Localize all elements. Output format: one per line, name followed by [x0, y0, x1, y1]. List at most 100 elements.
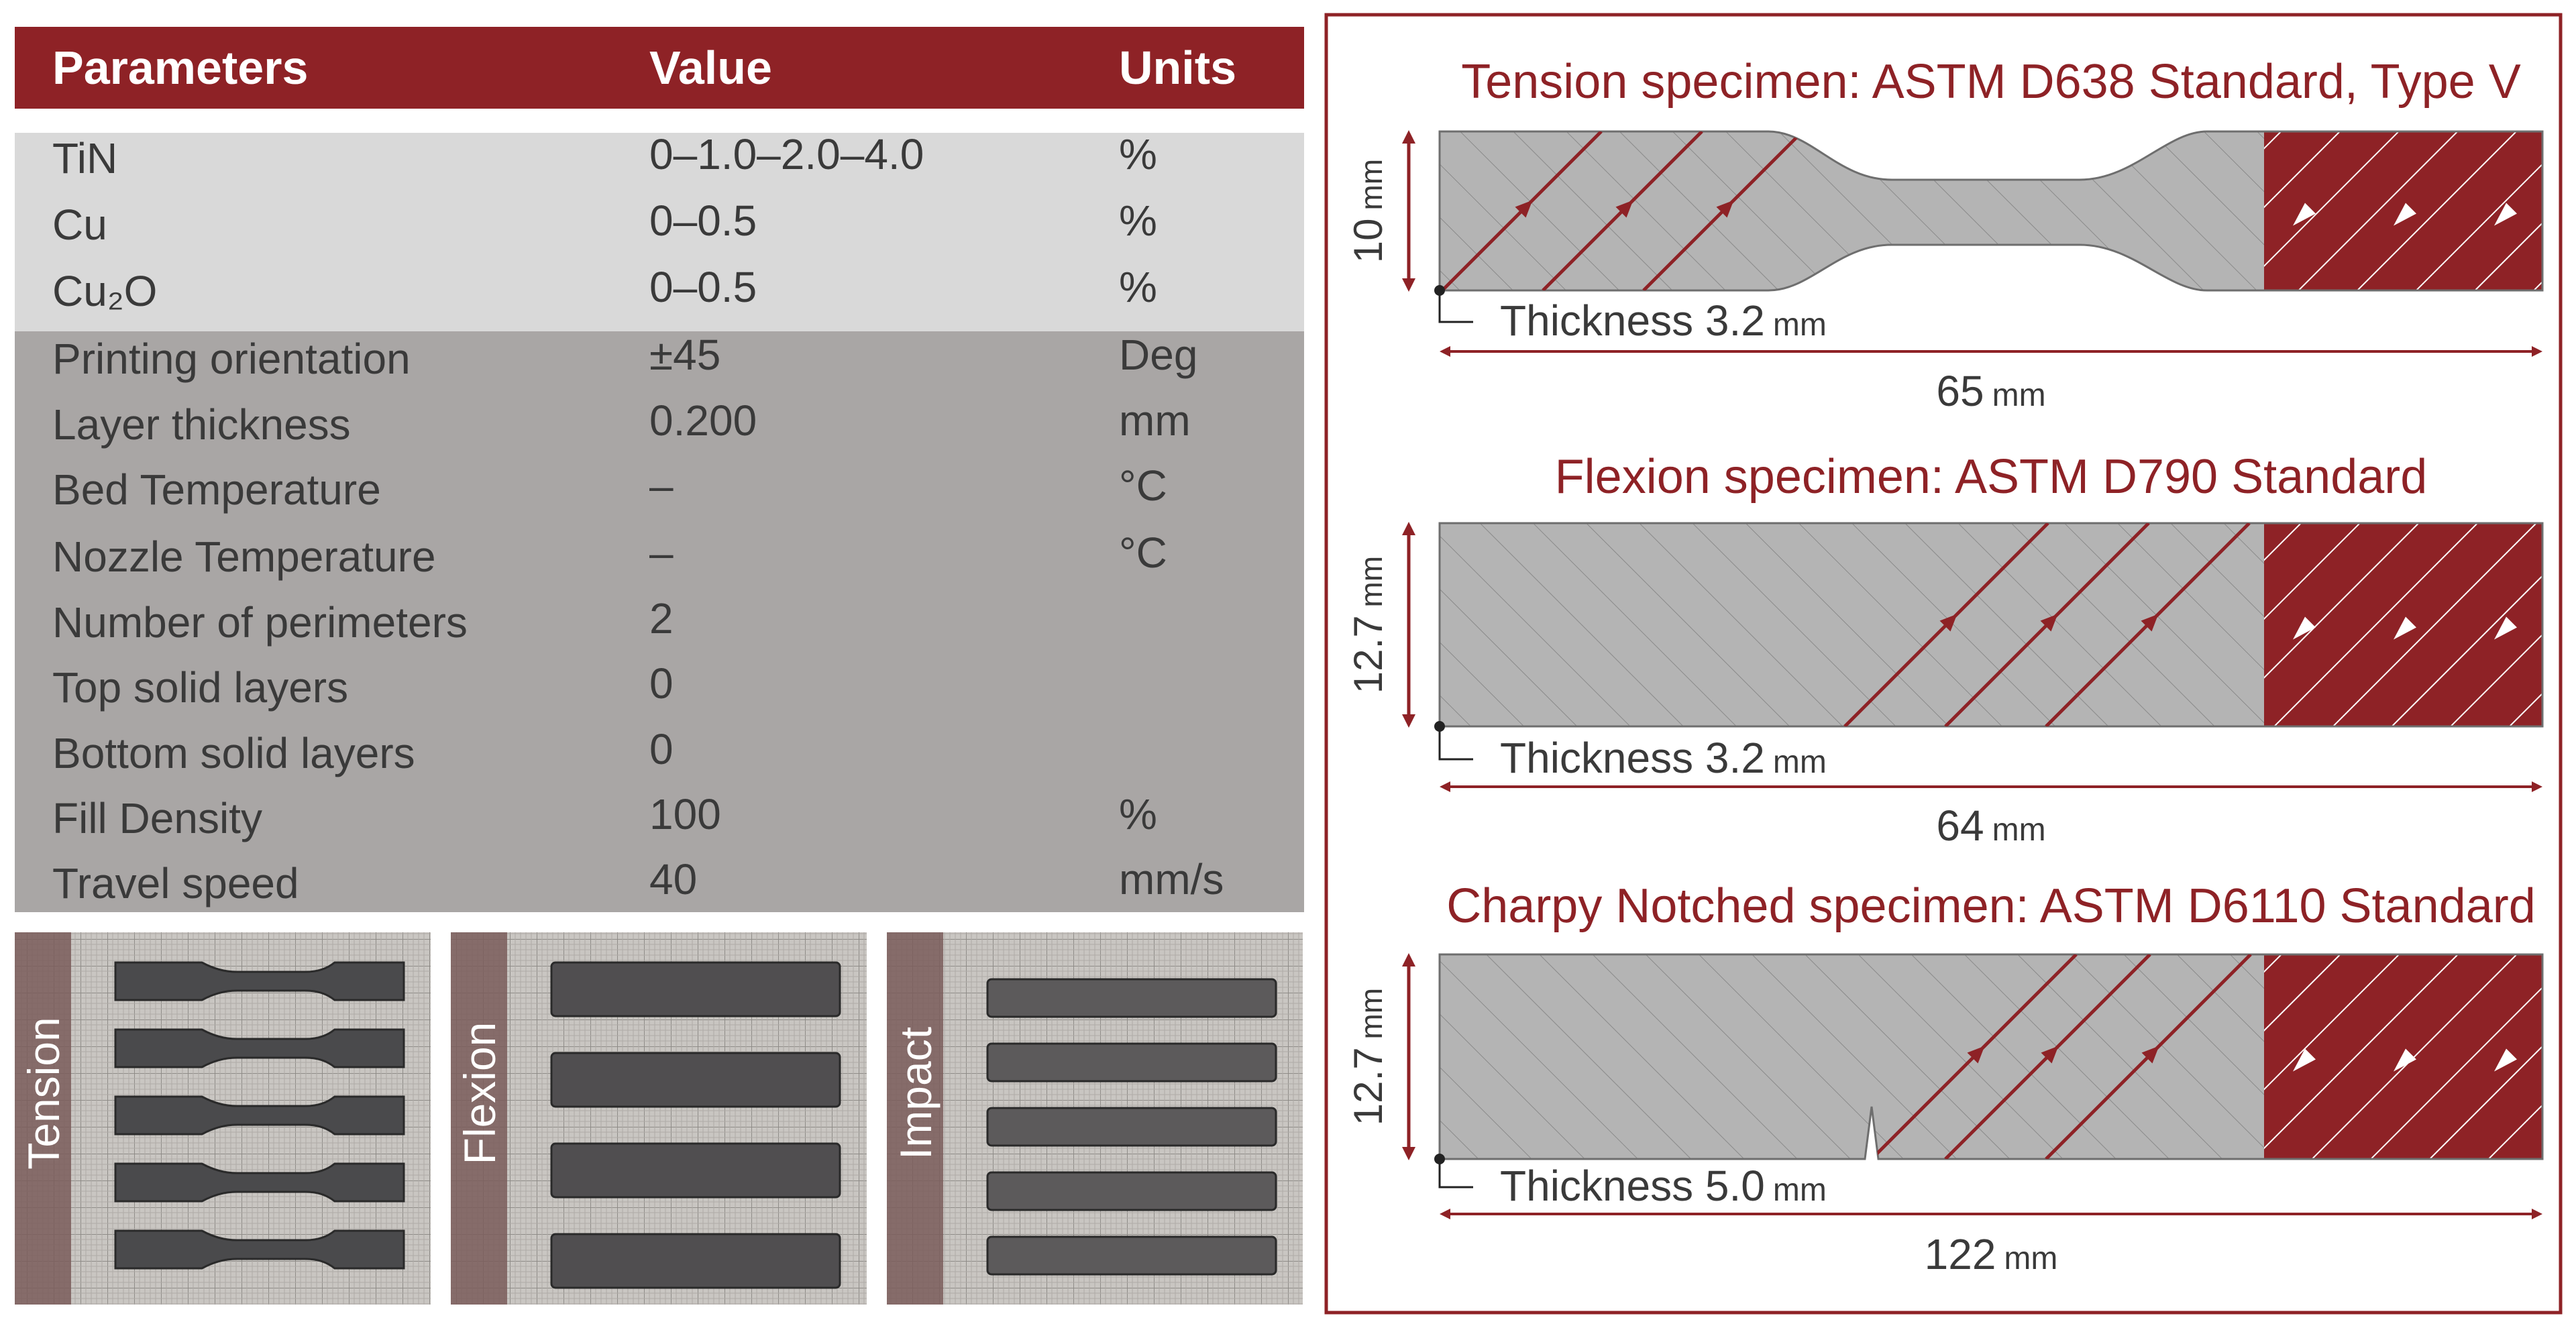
row-value: 0–1.0–2.0–4.0	[649, 130, 924, 178]
row-parameter: Cu	[52, 201, 107, 249]
direction-arrow	[2141, 1046, 2159, 1064]
row-parameter: Top solid layers	[52, 663, 348, 712]
thickness-unit: mm	[1773, 744, 1827, 780]
row-value: 0–0.5	[649, 197, 757, 245]
row-value: 2	[649, 594, 674, 643]
direction-arrow	[2041, 1046, 2059, 1064]
table-row: Top solid layers 0	[52, 659, 674, 712]
height-label: 12.7 mm	[1346, 556, 1391, 694]
length-label: 64 mm	[1936, 802, 2045, 850]
row-unit: °C	[1119, 461, 1167, 510]
direction-arrow	[2040, 614, 2058, 632]
length-value: 122	[1925, 1230, 1996, 1278]
specimen-photos: Tension Flexion Impact	[15, 932, 1303, 1305]
specimen-bar: Flexion specimen: ASTM D790 Standard 12.7…	[1346, 450, 2544, 850]
specimen-title: Charpy Notched specimen: ASTM D6110 Stan…	[1446, 879, 2536, 933]
process-rows-band	[15, 331, 1304, 912]
impact-sample	[986, 1107, 1277, 1147]
height-unit: mm	[1354, 159, 1389, 211]
photo-label-strip	[887, 932, 943, 1305]
table-row: Cu₂O 0–0.5%	[52, 263, 1157, 315]
thickness-unit: mm	[1773, 1172, 1827, 1208]
row-parameter: Printing orientation	[52, 335, 411, 383]
thickness-leader	[1438, 726, 1473, 761]
table-row: Nozzle Temperature – °C	[52, 529, 1167, 581]
impact-sample	[986, 1042, 1277, 1083]
row-value: 40	[649, 855, 697, 903]
flexion-sample	[550, 1142, 841, 1199]
table-row: Fill Density 100%	[52, 790, 1157, 842]
row-value: 100	[649, 790, 721, 838]
impact-sample	[986, 1235, 1277, 1276]
row-parameter: Nozzle Temperature	[52, 533, 436, 581]
flexion-sample	[550, 961, 841, 1017]
thickness-label: Thickness 3.2 mm	[1500, 734, 1827, 782]
direction-arrow-white	[2394, 616, 2416, 640]
specimen-title: Flexion specimen: ASTM D790 Standard	[1555, 450, 2428, 504]
height-label: 12.7 mm	[1346, 988, 1391, 1125]
thickness-value: Thickness 3.2	[1500, 296, 1765, 345]
photo-tension: Tension	[15, 932, 431, 1305]
direction-arrow-white	[2293, 203, 2316, 226]
photo-label: Flexion	[455, 1022, 504, 1165]
svg-text:12.7mm: 12.7 mm	[1346, 988, 1391, 1125]
table-header-bar	[15, 27, 1304, 109]
header-parameters: Parameters	[52, 42, 308, 94]
direction-arrow	[1615, 200, 1633, 218]
table-row: Layer thickness 0.200 mm	[52, 396, 1191, 449]
height-value: 12.7	[1346, 1047, 1391, 1125]
parameters-table: Parameters Value Units TiN 0–1.0–2.0–4.0%…	[15, 27, 1304, 912]
direction-arrow	[1939, 614, 1957, 632]
tension-sample	[114, 961, 405, 1001]
length-label: 65 mm	[1936, 367, 2045, 415]
row-unit: mm	[1119, 396, 1191, 445]
material-rows-band	[15, 133, 1304, 331]
direction-arrow-white	[2494, 1048, 2517, 1072]
flexion-sample	[550, 1052, 841, 1108]
height-label: 10 mm	[1346, 159, 1391, 263]
thickness-leader	[1438, 290, 1473, 323]
row-value: ±45	[649, 331, 720, 379]
thickness-value: Thickness 5.0	[1500, 1162, 1765, 1210]
header-value: Value	[649, 42, 772, 94]
direction-arrow	[1515, 200, 1533, 218]
height-value: 12.7	[1346, 615, 1391, 694]
row-unit: Deg	[1119, 331, 1197, 379]
height-unit: mm	[1354, 988, 1389, 1040]
row-value: 0	[649, 725, 674, 773]
thickness-value: Thickness 3.2	[1500, 734, 1765, 782]
height-unit: mm	[1354, 556, 1389, 608]
thickness-unit: mm	[1773, 307, 1827, 343]
length-value: 65	[1936, 367, 1984, 415]
photo-label-strip	[15, 932, 71, 1305]
length-unit: mm	[2004, 1241, 2057, 1276]
row-unit: %	[1119, 197, 1157, 245]
flexion-sample	[550, 1233, 841, 1289]
tension-sample	[114, 1229, 405, 1270]
row-value: –	[649, 461, 674, 510]
impact-sample	[986, 978, 1277, 1018]
direction-arrow-white	[2293, 1048, 2316, 1072]
direction-arrow	[2141, 614, 2159, 632]
direction-arrow-white	[2394, 1048, 2416, 1072]
direction-arrow-white	[2494, 203, 2517, 226]
row-parameter: Fill Density	[52, 794, 262, 842]
row-parameter: Number of perimeters	[52, 598, 468, 647]
length-unit: mm	[1992, 378, 2046, 413]
table-row: Printing orientation ±45 Deg	[52, 331, 1197, 383]
photo-label: Tension	[19, 1017, 68, 1170]
photo-label: Impact	[891, 1027, 941, 1160]
svg-text:10mm: 10 mm	[1346, 159, 1391, 263]
table-row: Number of perimeters 2	[52, 594, 674, 647]
direction-arrow	[1716, 200, 1734, 218]
thickness-label: Thickness 5.0 mm	[1500, 1162, 1827, 1210]
row-unit: mm/s	[1119, 855, 1224, 903]
tension-sample	[114, 1162, 405, 1203]
row-value: 0.200	[649, 396, 757, 445]
row-unit: %	[1119, 263, 1157, 311]
photo-label-strip	[451, 932, 507, 1305]
row-parameter: Cu₂O	[52, 267, 157, 315]
direction-arrow-white	[2494, 616, 2517, 640]
table-row: Travel speed 40 mm/s	[52, 855, 1224, 907]
row-unit: %	[1119, 790, 1157, 838]
